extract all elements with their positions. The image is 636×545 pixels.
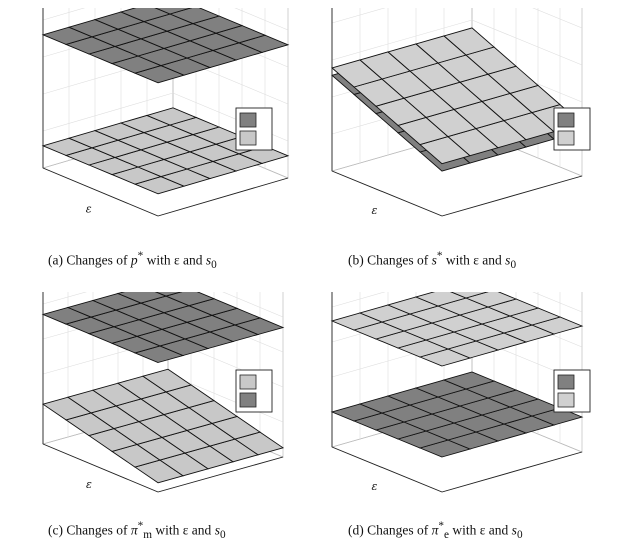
caption-sup: * bbox=[436, 250, 443, 262]
legend bbox=[553, 107, 591, 151]
caption-prefix: (c) Changes of bbox=[48, 522, 131, 538]
caption-symbol: s bbox=[431, 252, 437, 268]
surface-series bbox=[330, 371, 584, 458]
panel-a: ε bbox=[8, 8, 308, 243]
surface-plot-a: ε bbox=[41, 8, 290, 217]
legend-swatch bbox=[239, 392, 257, 408]
caption-s0-sub: 0 bbox=[510, 259, 517, 272]
gridline bbox=[532, 8, 583, 29]
legend-swatch bbox=[557, 392, 575, 408]
gridline bbox=[331, 8, 386, 24]
gridline bbox=[331, 292, 386, 308]
surface-patch bbox=[414, 292, 468, 307]
surface-patch bbox=[168, 8, 221, 25]
gridline bbox=[42, 92, 174, 132]
caption-b: (b) Changes of s* with ε and s0 bbox=[348, 250, 516, 271]
caption-symbol: p bbox=[130, 252, 138, 268]
gridline bbox=[532, 292, 583, 313]
surface-plot-b: ε bbox=[330, 8, 591, 217]
caption-symbol: π bbox=[130, 522, 138, 538]
caption-sup: * bbox=[137, 250, 144, 262]
caption-s0: s bbox=[505, 252, 511, 268]
legend-swatch bbox=[557, 130, 575, 146]
axis-line bbox=[331, 170, 443, 217]
axis-line bbox=[157, 456, 284, 493]
legend-swatch bbox=[557, 374, 575, 390]
surface-patch bbox=[145, 107, 198, 126]
caption-suffix: with ε and bbox=[152, 522, 215, 538]
surface-patch bbox=[443, 27, 495, 56]
surface-series bbox=[330, 292, 584, 367]
surface-series bbox=[41, 8, 290, 84]
front-axes bbox=[42, 292, 284, 493]
gridline bbox=[331, 19, 473, 61]
ylabel: ε bbox=[372, 480, 378, 493]
caption-s0-sub: 0 bbox=[516, 529, 523, 542]
caption-sup: * bbox=[438, 520, 444, 532]
legend-swatch bbox=[239, 374, 257, 390]
panel-b: ε bbox=[314, 8, 614, 243]
legend bbox=[553, 369, 591, 413]
legend bbox=[235, 369, 273, 413]
surface-patch bbox=[464, 292, 518, 308]
surface-patch bbox=[164, 292, 216, 307]
surface-patch bbox=[141, 368, 193, 393]
surface-patch bbox=[442, 371, 496, 390]
surface-series bbox=[41, 292, 285, 363]
ylabel: ε bbox=[86, 478, 92, 491]
surface-patch bbox=[450, 292, 489, 299]
caption-suffix: with ε and bbox=[143, 252, 206, 268]
surface-series bbox=[41, 107, 290, 195]
front-axes bbox=[331, 8, 583, 217]
caption-d: (d) Changes of π*e with ε and s0 bbox=[348, 520, 523, 541]
caption-s0: s bbox=[214, 522, 220, 538]
caption-symbol: π bbox=[431, 522, 439, 538]
caption-prefix: (b) Changes of bbox=[348, 252, 432, 268]
axis-line bbox=[42, 167, 159, 217]
surface-plot-c: ε bbox=[41, 292, 285, 493]
caption-suffix: with ε and bbox=[449, 522, 512, 538]
surface-series bbox=[331, 27, 583, 165]
gridline bbox=[42, 292, 87, 305]
caption-prefix: (d) Changes of bbox=[348, 522, 432, 538]
surface-patch bbox=[119, 8, 172, 23]
axis-line bbox=[42, 443, 159, 493]
legend-swatch bbox=[557, 112, 575, 128]
caption-s0: s bbox=[511, 522, 517, 538]
axis-line bbox=[331, 446, 443, 493]
caption-s0: s bbox=[205, 252, 212, 268]
caption-sup: * bbox=[137, 520, 144, 532]
caption-sub: m bbox=[143, 529, 153, 542]
gridline bbox=[234, 8, 289, 31]
caption-a: (a) Changes of p* with ε and s0 bbox=[48, 250, 217, 271]
panel-d: ε bbox=[314, 292, 614, 512]
gridline bbox=[42, 8, 86, 21]
front-axes bbox=[331, 292, 583, 493]
legend bbox=[235, 107, 273, 151]
legend-swatch bbox=[239, 130, 257, 146]
surface-patch bbox=[154, 8, 193, 15]
legend-swatch bbox=[239, 112, 257, 128]
caption-suffix: with ε and bbox=[442, 252, 506, 268]
gridline bbox=[222, 292, 284, 318]
axis-line bbox=[157, 177, 289, 217]
front-axes bbox=[42, 8, 289, 217]
ylabel: ε bbox=[86, 202, 92, 215]
gridline bbox=[471, 19, 583, 66]
surface-plot-d: ε bbox=[330, 292, 591, 493]
surface-patch bbox=[116, 292, 168, 304]
caption-prefix: (a) Changes of bbox=[48, 252, 131, 268]
axis-line bbox=[441, 451, 583, 493]
caption-sub: e bbox=[444, 529, 449, 542]
panel-c: ε bbox=[8, 292, 308, 512]
ylabel: ε bbox=[372, 204, 378, 217]
axis-line bbox=[441, 175, 583, 217]
surface-patch bbox=[155, 292, 183, 297]
caption-s0-sub: 0 bbox=[211, 259, 217, 272]
surface-series bbox=[41, 368, 285, 484]
caption-s0-sub: 0 bbox=[219, 529, 226, 542]
caption-c: (c) Changes of π*m with ε and s0 bbox=[48, 520, 226, 541]
